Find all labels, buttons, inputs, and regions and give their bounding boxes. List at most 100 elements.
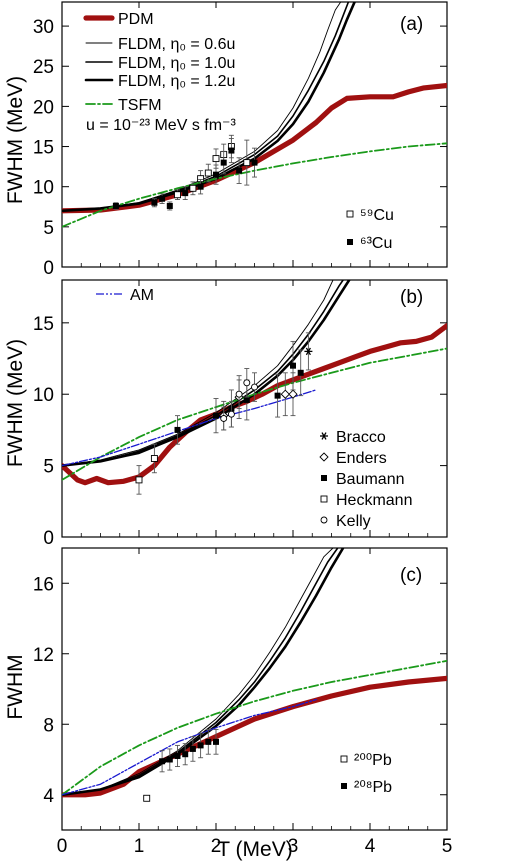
x-tick-label: 0 — [57, 836, 68, 857]
data-point — [243, 379, 251, 387]
legend-marker-open-circle — [320, 516, 328, 524]
data-point — [220, 415, 228, 422]
data-point — [220, 159, 227, 166]
panel-c-ylabel: FWHM — [4, 654, 27, 719]
data-point — [297, 369, 304, 376]
x-tick-label: 3 — [288, 836, 299, 857]
y-tick-label: 10 — [33, 178, 54, 199]
legend-label-tsfm: TSFM — [118, 97, 162, 114]
panel-b-label: (b) — [400, 287, 423, 308]
y-tick-label: 10 — [33, 385, 54, 406]
data-point — [135, 476, 143, 484]
series-line-medium — [62, 548, 339, 796]
y-tick-label: 0 — [43, 258, 54, 279]
data-point — [243, 396, 250, 403]
panel-b: (b) FWHM (MeV) 0 5 10 15 AM Bracco Enders Bauma… — [4, 279, 448, 549]
legend-marker-filled-square — [321, 475, 327, 481]
x-tick-label: 5 — [442, 836, 453, 857]
data-point — [205, 738, 212, 745]
data-point — [159, 195, 166, 202]
series-line-thick — [62, 323, 447, 486]
y-tick-label: 15 — [33, 138, 54, 159]
data-point — [235, 390, 243, 398]
legend-cu59: ⁵⁹Cu — [360, 207, 394, 224]
legend-marker-open-square — [320, 495, 328, 503]
y-tick-label: 5 — [43, 218, 54, 239]
data-point — [189, 745, 196, 752]
data-point — [166, 756, 173, 763]
legend-pb200: ²⁰⁰Pb — [354, 752, 392, 769]
legend-marker-cu63 — [347, 239, 353, 245]
data-point — [243, 159, 251, 167]
data-point — [182, 751, 189, 758]
legend-label-star: Bracco — [336, 429, 386, 446]
data-point — [189, 184, 197, 192]
y-tick-label: 5 — [43, 457, 54, 478]
legend-marker-star — [321, 432, 327, 440]
y-tick-label: 15 — [33, 314, 54, 335]
panel-a-ylabel: FWHM (MeV) — [4, 76, 27, 204]
series-line-bold — [62, 2, 356, 213]
data-point — [174, 191, 181, 199]
y-tick-label: 20 — [33, 97, 54, 118]
series-line-thick — [62, 675, 447, 798]
panel-b-ylabel: FWHM (MeV) — [4, 339, 27, 467]
y-tick-label: 30 — [33, 17, 54, 38]
legend-label-fldm_10: FLDM, η₀ = 1.0u — [118, 55, 235, 72]
data-point — [280, 389, 290, 399]
legend-pb208: ²⁰⁸Pb — [354, 779, 392, 796]
data-point — [150, 455, 158, 462]
data-point — [251, 159, 258, 166]
series-line-bold — [62, 280, 351, 467]
x-tick-label: 1 — [134, 836, 145, 857]
panel-c-xlabel: T (MeV) — [217, 838, 292, 861]
data-point — [213, 171, 219, 178]
y-tick-label: 16 — [33, 574, 54, 595]
series-line-dashdotdot — [62, 389, 317, 467]
data-point — [182, 190, 189, 197]
series-group — [62, 548, 447, 798]
series-line-dashdot — [62, 347, 447, 481]
panel-a: (a) FWHM (MeV) 0 5 10 15 20 25 30 PDM FLDM, η₀ =… — [4, 1, 448, 279]
data-point — [274, 392, 281, 399]
y-tick-label: 12 — [33, 645, 54, 666]
legend-label-open-circle: Kelly — [336, 513, 371, 530]
data-point — [290, 362, 296, 369]
legend-label-am: AM — [130, 287, 154, 304]
data-point — [151, 199, 158, 206]
legend-label-fldm_06: FLDM, η₀ = 0.6u — [118, 36, 235, 53]
series-line-dashdotdot — [62, 698, 317, 796]
data-point — [228, 147, 235, 154]
data-point — [143, 794, 151, 802]
data-point — [212, 155, 220, 163]
data-point — [236, 167, 243, 174]
legend-label-filled-square: Baumann — [336, 471, 405, 488]
y-tick-label: 4 — [43, 786, 54, 807]
data-point — [174, 426, 181, 433]
y-tick-label: 25 — [33, 57, 54, 78]
legend-marker-pb208 — [341, 783, 347, 789]
x-tick-label: 4 — [365, 836, 376, 857]
data-point — [166, 202, 173, 209]
data-point — [112, 202, 119, 209]
data-point — [197, 183, 204, 190]
legend-marker-pb200 — [340, 755, 348, 763]
data-point — [251, 383, 258, 391]
panel-a-label: (a) — [400, 14, 423, 35]
series-line-thin — [62, 548, 334, 796]
data-point — [213, 738, 219, 745]
legend-cu63: ⁶³Cu — [360, 235, 392, 252]
data-point — [305, 347, 311, 356]
legend-label-open-square: Heckmann — [336, 492, 412, 509]
data-point — [227, 410, 235, 418]
x-tick-label: 2 — [211, 836, 222, 857]
data-point — [174, 752, 181, 759]
legend-label-pdm: PDM — [118, 11, 154, 28]
legend-marker-open-diamond — [319, 452, 329, 462]
legend-unit-note: u = 10⁻²³ MeV s fm⁻³ — [86, 117, 236, 134]
y-tick-label: 8 — [43, 715, 54, 736]
legend-marker-cu59 — [346, 210, 354, 218]
data-point — [159, 758, 166, 765]
